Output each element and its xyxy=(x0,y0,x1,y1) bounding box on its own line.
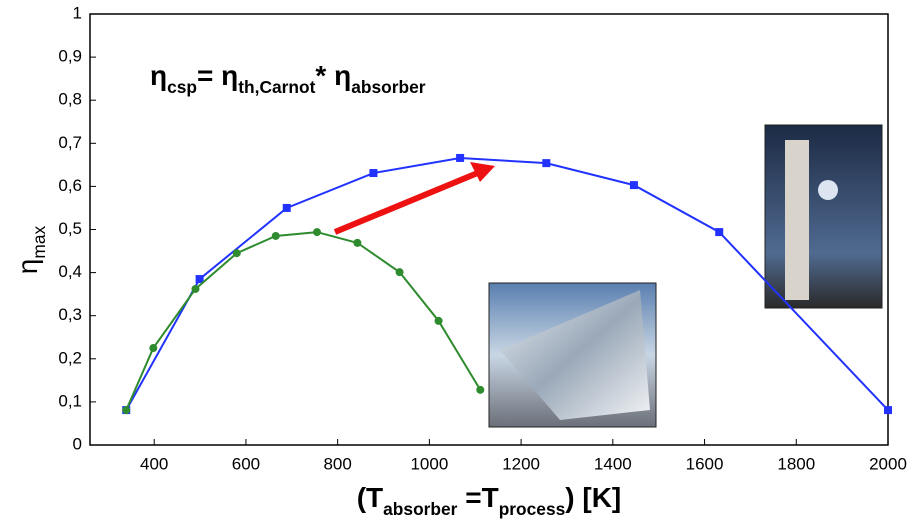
text-part: =T xyxy=(457,482,498,513)
photos xyxy=(489,125,882,427)
x-axis-title: (Tabsorber =Tprocess) [K] xyxy=(357,482,622,518)
chart: ηcsp= ηth,Carnot* ηabsorber (Tabsorber =… xyxy=(0,0,919,525)
marker xyxy=(476,386,484,394)
y-tick-label: 0,1 xyxy=(58,391,82,410)
marker xyxy=(191,285,199,293)
y-axis-title: ηmax xyxy=(12,225,48,274)
formula: ηcsp= ηth,Carnot* ηabsorber xyxy=(150,60,426,96)
arrow xyxy=(335,172,480,232)
y-tick-label: 0,4 xyxy=(58,262,82,281)
y-tick-label: 0,9 xyxy=(58,47,82,66)
y-tick-label: 0,5 xyxy=(58,219,82,238)
y-tick-label: 1 xyxy=(73,3,82,22)
x-tick-label: 600 xyxy=(232,454,260,473)
text-part: η xyxy=(150,60,167,91)
marker xyxy=(149,344,157,352)
text-part: csp xyxy=(167,77,197,97)
y-tick-label: 0 xyxy=(73,434,82,453)
marker xyxy=(542,159,550,167)
text-part: = η xyxy=(197,60,238,91)
marker xyxy=(396,268,404,276)
x-tick-label: 800 xyxy=(323,454,351,473)
y-tick-label: 0,7 xyxy=(58,133,82,152)
y-tick-label: 0,2 xyxy=(58,348,82,367)
tower xyxy=(785,140,809,300)
text-part: absorber xyxy=(383,499,458,519)
marker xyxy=(233,249,241,257)
marker xyxy=(435,317,443,325)
text-part: * η xyxy=(315,60,351,91)
text-part: max xyxy=(29,225,49,258)
text-part: process xyxy=(499,499,566,519)
marker xyxy=(313,228,321,236)
y-tick-label: 0,6 xyxy=(58,176,82,195)
text-part: (T xyxy=(357,482,383,513)
tower-glow xyxy=(818,180,838,200)
text-part: absorber xyxy=(351,77,426,97)
text-part: η xyxy=(12,259,43,275)
series-line xyxy=(126,232,480,410)
marker xyxy=(353,239,361,247)
marker xyxy=(715,228,723,236)
x-tick-label: 1600 xyxy=(686,454,724,473)
y-tick-label: 0,3 xyxy=(58,305,82,324)
marker xyxy=(884,406,892,414)
marker xyxy=(272,232,280,240)
x-tick-label: 2000 xyxy=(869,454,907,473)
tower-photo xyxy=(765,125,882,308)
x-tick-label: 400 xyxy=(140,454,168,473)
marker xyxy=(283,204,291,212)
x-tick-label: 1000 xyxy=(410,454,448,473)
text-part: ) [K] xyxy=(565,482,621,513)
marker xyxy=(122,406,130,414)
marker xyxy=(369,169,377,177)
marker xyxy=(630,181,638,189)
marker xyxy=(456,154,464,162)
y-tick-label: 0,8 xyxy=(58,90,82,109)
x-tick-label: 1400 xyxy=(594,454,632,473)
page: {"chart_data": { "type": "line", "formul… xyxy=(0,0,919,525)
text-part: th,Carnot xyxy=(238,77,315,97)
x-tick-label: 1200 xyxy=(502,454,540,473)
x-tick-label: 1800 xyxy=(777,454,815,473)
